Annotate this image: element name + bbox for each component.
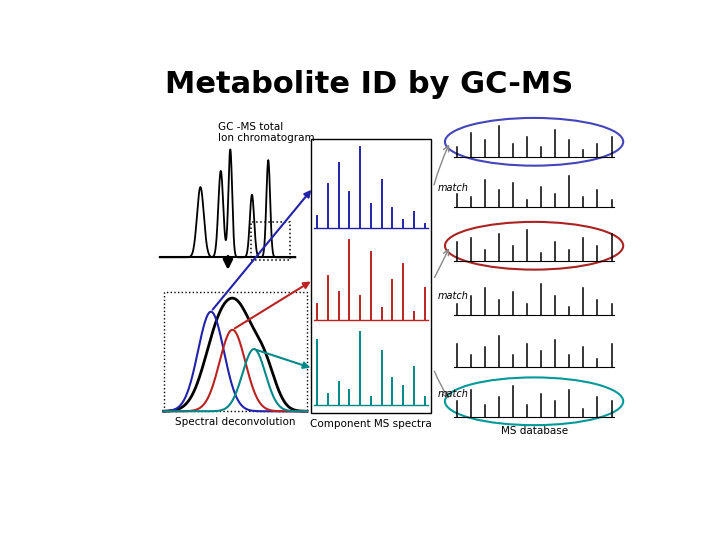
Bar bbox=[311, 139, 431, 413]
Text: match: match bbox=[437, 291, 468, 301]
Bar bbox=[163, 292, 307, 411]
Text: match: match bbox=[437, 389, 468, 399]
Bar bbox=[251, 222, 290, 260]
Text: Spectral deconvolution: Spectral deconvolution bbox=[175, 417, 296, 428]
Text: Metabolite ID by GC-MS: Metabolite ID by GC-MS bbox=[165, 70, 573, 98]
Text: Component MS spectra: Component MS spectra bbox=[310, 419, 432, 429]
Text: MS database: MS database bbox=[500, 426, 567, 436]
Text: GC -MS total
Ion chromatogram: GC -MS total Ion chromatogram bbox=[218, 122, 315, 143]
Text: match: match bbox=[437, 183, 468, 193]
